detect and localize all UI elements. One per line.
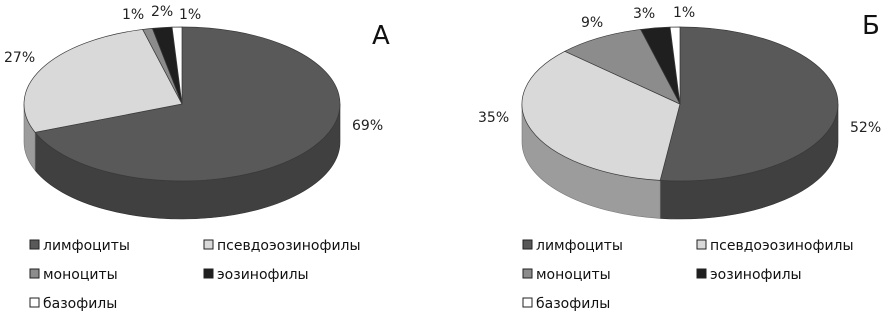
legend-label: эозинофилы	[217, 267, 309, 283]
slice-label-эозинофилы: 2%	[151, 4, 173, 20]
pie-chart-b: 52% 35% 9% 3% 1%	[478, 5, 881, 220]
slice-label-лимфоциты: 52%	[850, 120, 881, 136]
pie-chart-a: 69% 27% 1% 2% 1%	[4, 4, 383, 220]
legend-swatch	[696, 239, 707, 250]
legend-item-моноциты: моноциты	[522, 267, 611, 283]
legend-swatch	[29, 239, 40, 250]
legend-swatch	[522, 268, 533, 279]
legend-item-эозинофилы: эозинофилы	[203, 267, 309, 283]
legend-swatch	[29, 297, 40, 308]
legend-swatch	[522, 239, 533, 250]
pie-slice-моноциты	[564, 29, 681, 105]
pie-slice-лимфоциты	[34, 26, 341, 182]
legend-swatch	[203, 268, 214, 279]
pie-slice-лимфоциты	[659, 26, 839, 182]
chart-title-a: А	[372, 21, 390, 51]
legend-item-псевдоэозинофилы: псевдоэозинофилы	[696, 238, 854, 254]
legend-b: лимфоциты псевдоэозинофилы моноциты эозиноф…	[522, 238, 854, 312]
legend-label: базофилы	[43, 296, 117, 312]
legend-item-эозинофилы: эозинофилы	[696, 267, 802, 283]
legend-label: базофилы	[536, 296, 610, 312]
chart-title-b: Б	[862, 11, 880, 41]
pie-slice-псевдоэозинофилы	[521, 50, 681, 181]
legend-label: эозинофилы	[710, 267, 802, 283]
legend-swatch	[522, 297, 533, 308]
pie-slice-базофилы	[171, 26, 183, 105]
legend-swatch	[29, 268, 40, 279]
slice-label-базофилы: 1%	[673, 5, 695, 21]
slice-label-лимфоциты: 69%	[352, 118, 383, 134]
legend-label: моноциты	[43, 267, 118, 283]
legend-item-базофилы: базофилы	[29, 296, 117, 312]
slice-label-псевдоэозинофилы: 35%	[478, 110, 509, 126]
legend-item-базофилы: базофилы	[522, 296, 610, 312]
legend-item-моноциты: моноциты	[29, 267, 118, 283]
legend-label: псевдоэозинофилы	[710, 238, 854, 254]
slice-label-псевдоэозинофилы: 27%	[4, 50, 35, 66]
legend-swatch	[203, 239, 214, 250]
slice-label-моноциты: 9%	[581, 15, 603, 31]
legend-label: псевдоэозинофилы	[217, 238, 361, 254]
slice-label-эозинофилы: 3%	[633, 6, 655, 22]
legend-item-лимфоциты: лимфоциты	[29, 238, 130, 254]
legend-a: лимфоциты псевдоэозинофилы моноциты эозиноф…	[29, 238, 361, 312]
pie-slice-псевдоэозинофилы	[23, 29, 183, 133]
slice-label-базофилы: 1%	[179, 7, 201, 23]
legend-swatch	[696, 268, 707, 279]
legend-label: лимфоциты	[43, 238, 130, 254]
pie-slice-базофилы	[669, 26, 681, 105]
slice-label-моноциты: 1%	[122, 7, 144, 23]
legend-label: моноциты	[536, 267, 611, 283]
legend-item-лимфоциты: лимфоциты	[522, 238, 623, 254]
legend-item-псевдоэозинофилы: псевдоэозинофилы	[203, 238, 361, 254]
legend-label: лимфоциты	[536, 238, 623, 254]
